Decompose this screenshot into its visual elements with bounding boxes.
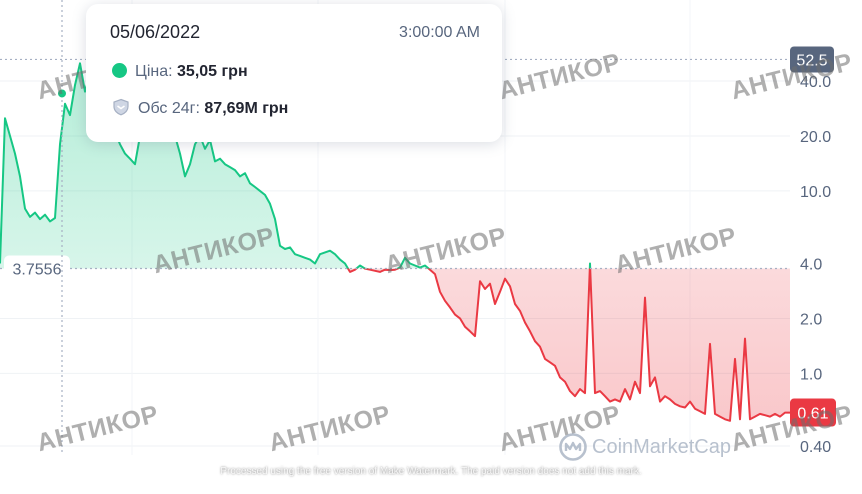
tooltip-volume-value: 87,69M грн bbox=[204, 100, 289, 117]
y-tick-label: 10.0 bbox=[800, 184, 831, 201]
y-tick-label: 20.0 bbox=[800, 129, 831, 146]
current-price-badge-label: 0.61 bbox=[797, 406, 828, 423]
coinmarketcap-logo-text: CoinMarketCap bbox=[592, 435, 731, 458]
y-tick-label: 2.0 bbox=[800, 311, 822, 328]
y-tick-label: 1.0 bbox=[800, 366, 822, 383]
tooltip-price-value: 35,05 грн bbox=[177, 63, 248, 80]
y-tick-label: 0.40 bbox=[800, 439, 831, 456]
tooltip-date: 05/06/2022 bbox=[110, 22, 201, 42]
baseline-label: 3.7556 bbox=[13, 261, 62, 278]
high-price-badge-label: 52.5 bbox=[796, 52, 827, 69]
coinmarketcap-logo: CoinMarketCap bbox=[558, 432, 731, 462]
footer-note: Processed using the free version of Make… bbox=[220, 466, 642, 477]
y-tick-label: 4.0 bbox=[800, 257, 822, 274]
tooltip-time: 3:00:00 AM bbox=[399, 24, 480, 41]
current-price-badge bbox=[790, 398, 836, 427]
price-line-up bbox=[0, 62, 592, 269]
hover-point bbox=[56, 87, 68, 100]
volume-shield-icon bbox=[113, 98, 129, 116]
tooltip-price-label: Ціна: bbox=[135, 63, 173, 80]
area-fill-up bbox=[0, 63, 591, 269]
tooltip-price-row: Ціна: 35,05 грн bbox=[112, 63, 248, 81]
price-dot-icon bbox=[112, 63, 127, 78]
tooltip-volume-label: Обс 24г: bbox=[138, 100, 200, 117]
y-tick-label: 40.0 bbox=[800, 74, 831, 91]
high-price-badge bbox=[790, 46, 834, 73]
coinmarketcap-icon bbox=[559, 433, 587, 461]
chart-tooltip: 05/06/2022 3:00:00 AM Ціна: 35,05 грн Об… bbox=[86, 4, 502, 142]
baseline-label-box bbox=[4, 255, 70, 282]
price-line-down bbox=[346, 268, 790, 422]
tooltip-volume-row: Обс 24г: 87,69M грн bbox=[112, 98, 288, 118]
